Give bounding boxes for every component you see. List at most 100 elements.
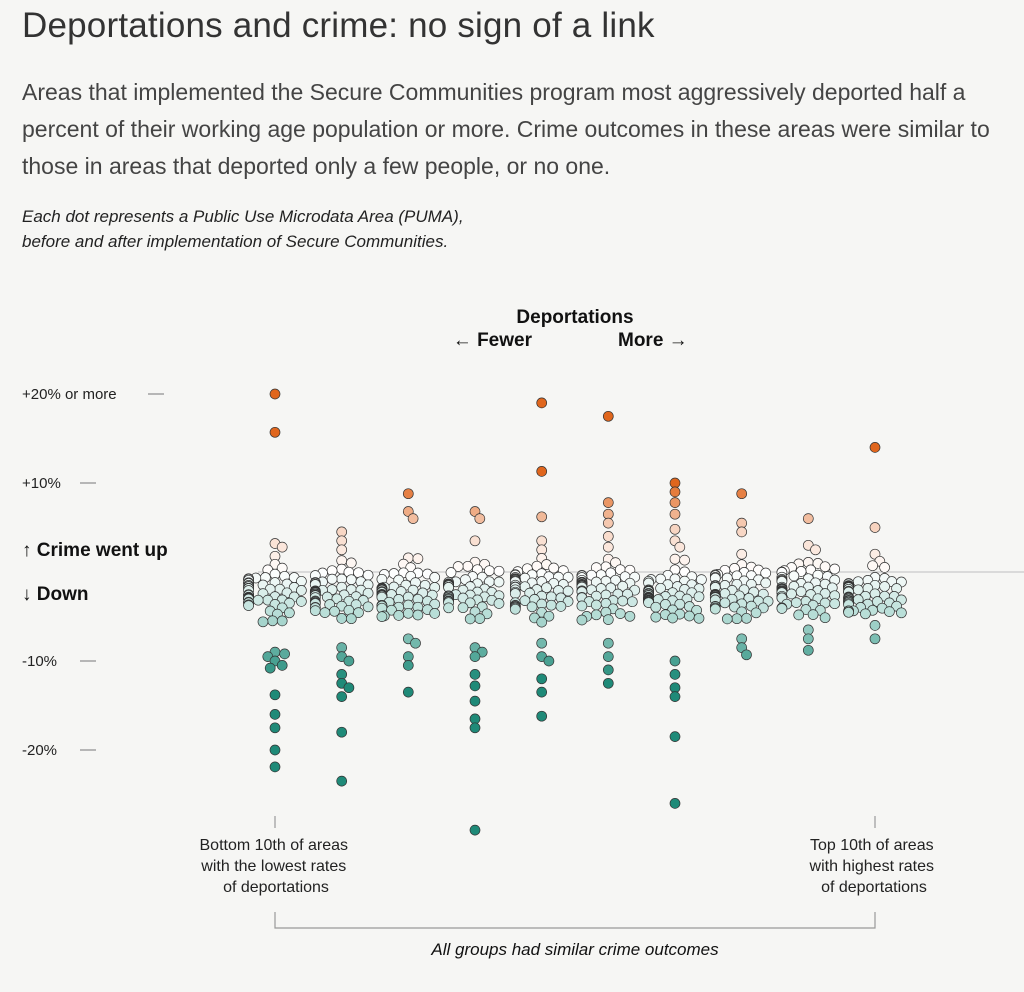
data-point [795, 586, 807, 597]
data-point [860, 608, 871, 620]
data-point [802, 624, 814, 636]
data-point [269, 689, 281, 701]
data-point [736, 526, 748, 538]
data-point [800, 604, 812, 615]
data-point [469, 535, 481, 547]
data-point [543, 655, 555, 667]
data-point [345, 557, 357, 569]
data-point [674, 541, 686, 553]
data-point [669, 486, 681, 498]
data-point [829, 563, 841, 575]
beeswarm-chart: Deportations ← Fewer More → ↑ Crime went… [22, 307, 1024, 959]
data-point [843, 606, 854, 618]
data-point [776, 603, 788, 614]
left-end-label-line-1: Bottom 10th of areas [200, 837, 349, 854]
data-point [336, 726, 348, 738]
data-point [669, 669, 681, 680]
data-point [509, 588, 521, 599]
footer-note: All groups had similar crime outcomes [430, 940, 719, 959]
data-point [614, 608, 626, 619]
data-point [536, 466, 548, 477]
data-point [602, 497, 614, 508]
data-point [602, 677, 614, 689]
data-point [602, 637, 614, 649]
data-point [412, 609, 424, 621]
data-point [493, 565, 505, 577]
x-direction-left: ← Fewer [453, 330, 533, 351]
right-end-label-line-1: Top 10th of areas [810, 837, 934, 854]
data-point [493, 576, 505, 588]
data-point [536, 673, 548, 685]
data-point [869, 442, 881, 453]
data-point [345, 613, 357, 625]
data-point [267, 615, 278, 627]
data-point [336, 691, 348, 702]
data-point [602, 614, 614, 625]
data-point [624, 610, 636, 622]
data-point [345, 574, 357, 586]
data-point [464, 613, 476, 625]
right-end-label-line-2: with highest rates [809, 858, 935, 875]
data-point [736, 548, 748, 560]
right-end-label: Top 10th of areas with highest rates of … [809, 837, 939, 896]
data-point [493, 598, 505, 609]
data-point [407, 513, 419, 524]
data-point [536, 397, 548, 409]
data-point [376, 611, 388, 622]
data-point [807, 609, 819, 620]
data-point [545, 599, 557, 611]
data-point [576, 614, 588, 626]
data-point [474, 513, 486, 524]
data-point [276, 660, 288, 671]
data-point [669, 655, 681, 667]
data-point [402, 488, 414, 500]
data-point [721, 613, 733, 625]
data-point [336, 613, 348, 624]
data-point [576, 600, 588, 612]
data-point [555, 601, 567, 612]
data-point [402, 660, 414, 671]
data-point [602, 541, 614, 553]
data-point [543, 610, 555, 622]
data-point [269, 744, 281, 756]
data-point [869, 633, 881, 645]
data-point [343, 655, 355, 667]
data-point [443, 602, 454, 614]
data-point [452, 561, 464, 572]
data-point [869, 522, 881, 533]
data-point [736, 488, 748, 500]
data-point [602, 531, 614, 542]
x-axis-title: Deportations [516, 307, 633, 328]
data-point [284, 607, 295, 619]
data-point [669, 798, 681, 809]
data-point [336, 526, 348, 538]
data-point [469, 824, 481, 836]
data-point [402, 607, 414, 619]
y-direction-up: ↑ Crime went up [22, 540, 168, 561]
data-point [626, 596, 638, 608]
data-point [319, 607, 331, 618]
subtitle: Areas that implemented the Secure Commun… [22, 79, 990, 179]
chart-note: Each dot represents a Public Use Microda… [22, 207, 464, 251]
data-point [257, 616, 269, 628]
data-point [810, 544, 821, 556]
left-end-label: Bottom 10th of areas with the lowest rat… [200, 837, 353, 896]
data-point [819, 612, 831, 624]
data-point [879, 581, 890, 592]
data-point [445, 567, 457, 578]
data-point [526, 601, 538, 613]
data-point [536, 686, 548, 698]
data-point [790, 597, 802, 608]
data-point [410, 637, 421, 649]
data-point [469, 722, 481, 734]
y-tick-label: -20% [22, 742, 57, 759]
data-point [276, 541, 288, 553]
data-point [269, 761, 281, 773]
data-point [829, 598, 841, 610]
data-point [684, 610, 695, 622]
data-point [336, 642, 348, 653]
data-point [667, 612, 678, 624]
data-point [884, 606, 895, 617]
data-point [602, 410, 614, 422]
data-point [326, 573, 338, 585]
